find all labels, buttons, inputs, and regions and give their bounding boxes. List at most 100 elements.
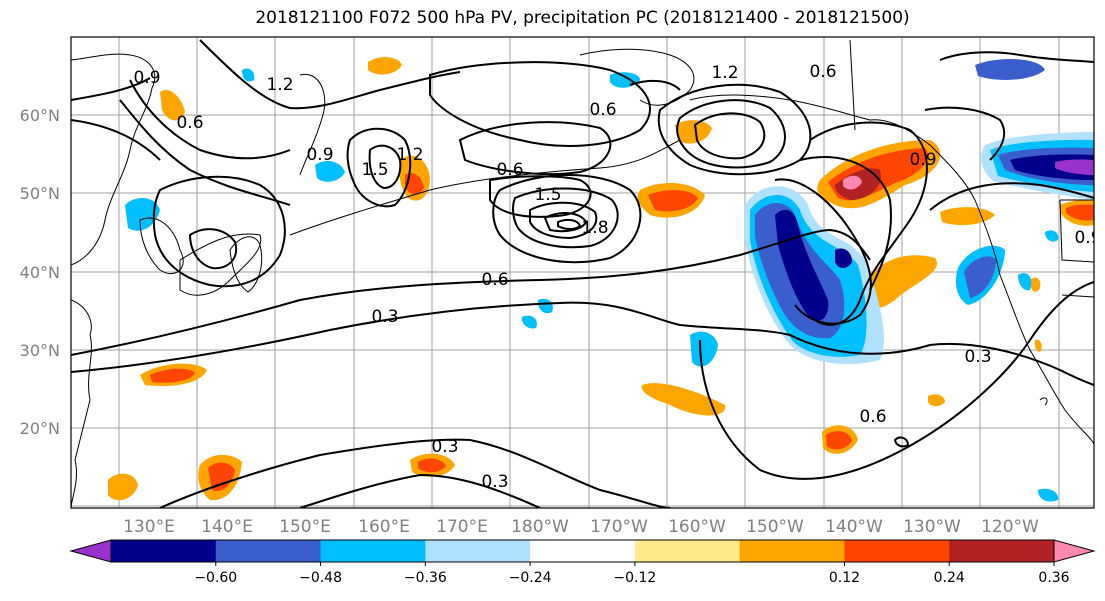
contour-label: 1.2 [396,145,423,165]
contour-label: 0.9 [1074,228,1101,248]
contour-label: 0.6 [496,160,523,180]
longitude-label: 180°W [511,517,569,537]
coastlines [71,39,1094,508]
graticule [71,37,1094,508]
longitude-label: 130°W [903,517,961,537]
latitude-label: 50°N [20,184,60,203]
precip-shading [150,368,195,383]
colorbar-segment [425,540,531,562]
precip-shading [1038,488,1059,502]
precip-shading [843,175,862,190]
longitude-label: 120°W [981,517,1039,537]
latitude-label: 20°N [20,419,60,438]
longitude-label: 140°E [201,517,253,537]
contour-label: 1.8 [581,218,608,238]
latitude-label: 40°N [20,263,60,282]
precip-shading [940,207,995,226]
precip-shading [405,173,424,195]
colorbar-tick-label: −0.12 [613,570,656,586]
precip-shading [160,90,185,121]
contour-label: 1.5 [361,160,388,180]
precip-shading [1045,230,1059,242]
colorbar-frame [110,539,1055,563]
precip-shading [1066,204,1094,221]
colorbar-segment [739,540,845,562]
precip-shading [835,248,852,268]
colorbar-tick-label: 0.12 [829,570,860,586]
colorbar-extend-low [69,539,112,563]
precip-shading [826,431,852,450]
contour-label: 0.3 [371,307,398,327]
colorbar-segment [844,540,950,562]
precip-shading [521,315,537,329]
contour-label: 0.6 [859,407,886,427]
precip-negative-anomalies [125,58,1094,502]
longitude-label: 170°E [436,517,488,537]
longitude-label: 160°E [358,517,410,537]
longitude-label: 170°W [590,517,648,537]
longitude-label: 160°W [668,517,726,537]
colorbar-tick-label: −0.60 [194,570,237,586]
longitude-label: 130°E [123,517,175,537]
precip-shading [648,190,698,212]
precip-shading [641,383,726,416]
colorbar-tick-label: −0.24 [509,570,552,586]
contour-label: 0.6 [589,100,616,120]
precip-shading [975,58,1045,80]
contour-label: 1.5 [534,185,561,205]
precip-positive-anomalies [108,57,1094,501]
colorbar-segment [320,540,426,562]
precip-shading [242,68,255,82]
colorbar-tick-label: −0.36 [404,570,447,586]
precip-shading [315,160,345,182]
precip-shading [964,256,996,298]
colorbar-tick-label: −0.48 [299,570,342,586]
latitude-label: 60°N [20,106,60,125]
precip-shading [108,473,138,501]
colorbar-extend-high [1053,539,1096,563]
precip-shading [418,458,446,473]
contour-labels: 0.3 0.3 0.3 0.3 0.6 0.6 0.6 0.6 0.6 0.9 0.9 1.2 1.2 1… [133,62,1101,492]
colorbar-tick-label: 0.36 [1038,570,1069,586]
precip-shading [125,198,160,231]
latitude-labels: 60°N 50°N 40°N 30°N 20°N [20,106,60,438]
precip-shading [928,394,945,407]
latitude-label: 30°N [20,341,60,360]
contour-label: 0.9 [306,145,333,165]
longitude-labels: 130°E 140°E 150°E 160°E 170°E 180°W 170°W 160°W… [123,517,1039,537]
contour-label: 0.6 [481,270,508,290]
precip-shading [1018,273,1032,291]
precip-shading [1034,339,1042,352]
contour-label: 0.3 [964,347,991,367]
longitude-label: 150°E [279,517,331,537]
contour-label: 1.2 [711,63,738,83]
precip-shading [690,331,718,367]
contour-label: 0.9 [133,68,160,88]
precip-shading [1055,159,1094,175]
colorbar-tick-label: 0.24 [934,570,965,586]
contour-label: 0.6 [809,62,836,82]
contour-label: 1.2 [266,75,293,95]
contour-label: 0.6 [176,113,203,133]
precip-shading [1030,277,1041,292]
colorbar-segment [634,540,741,562]
precip-shading [775,209,829,321]
longitude-label: 150°W [746,517,804,537]
map-frame [70,36,1095,509]
pv-contours [71,39,1094,508]
precip-shading [368,57,402,75]
map-title: 2018121100 F072 500 hPa PV, precipitatio… [255,8,910,28]
precip-shading [675,120,712,144]
longitude-label: 140°W [825,517,883,537]
colorbar-segment [111,540,217,562]
contour-label: 0.9 [909,150,936,170]
colorbar-segment [949,540,1055,562]
colorbar-segment [215,540,322,562]
contour-label: 0.3 [431,437,458,457]
colorbar: −0.60−0.48−0.36−0.24−0.120.120.240.360.4… [69,539,1096,586]
precip-shading [208,462,235,492]
precip-shading [537,298,553,314]
colorbar-segment [530,540,636,562]
contour-label: 0.3 [481,472,508,492]
